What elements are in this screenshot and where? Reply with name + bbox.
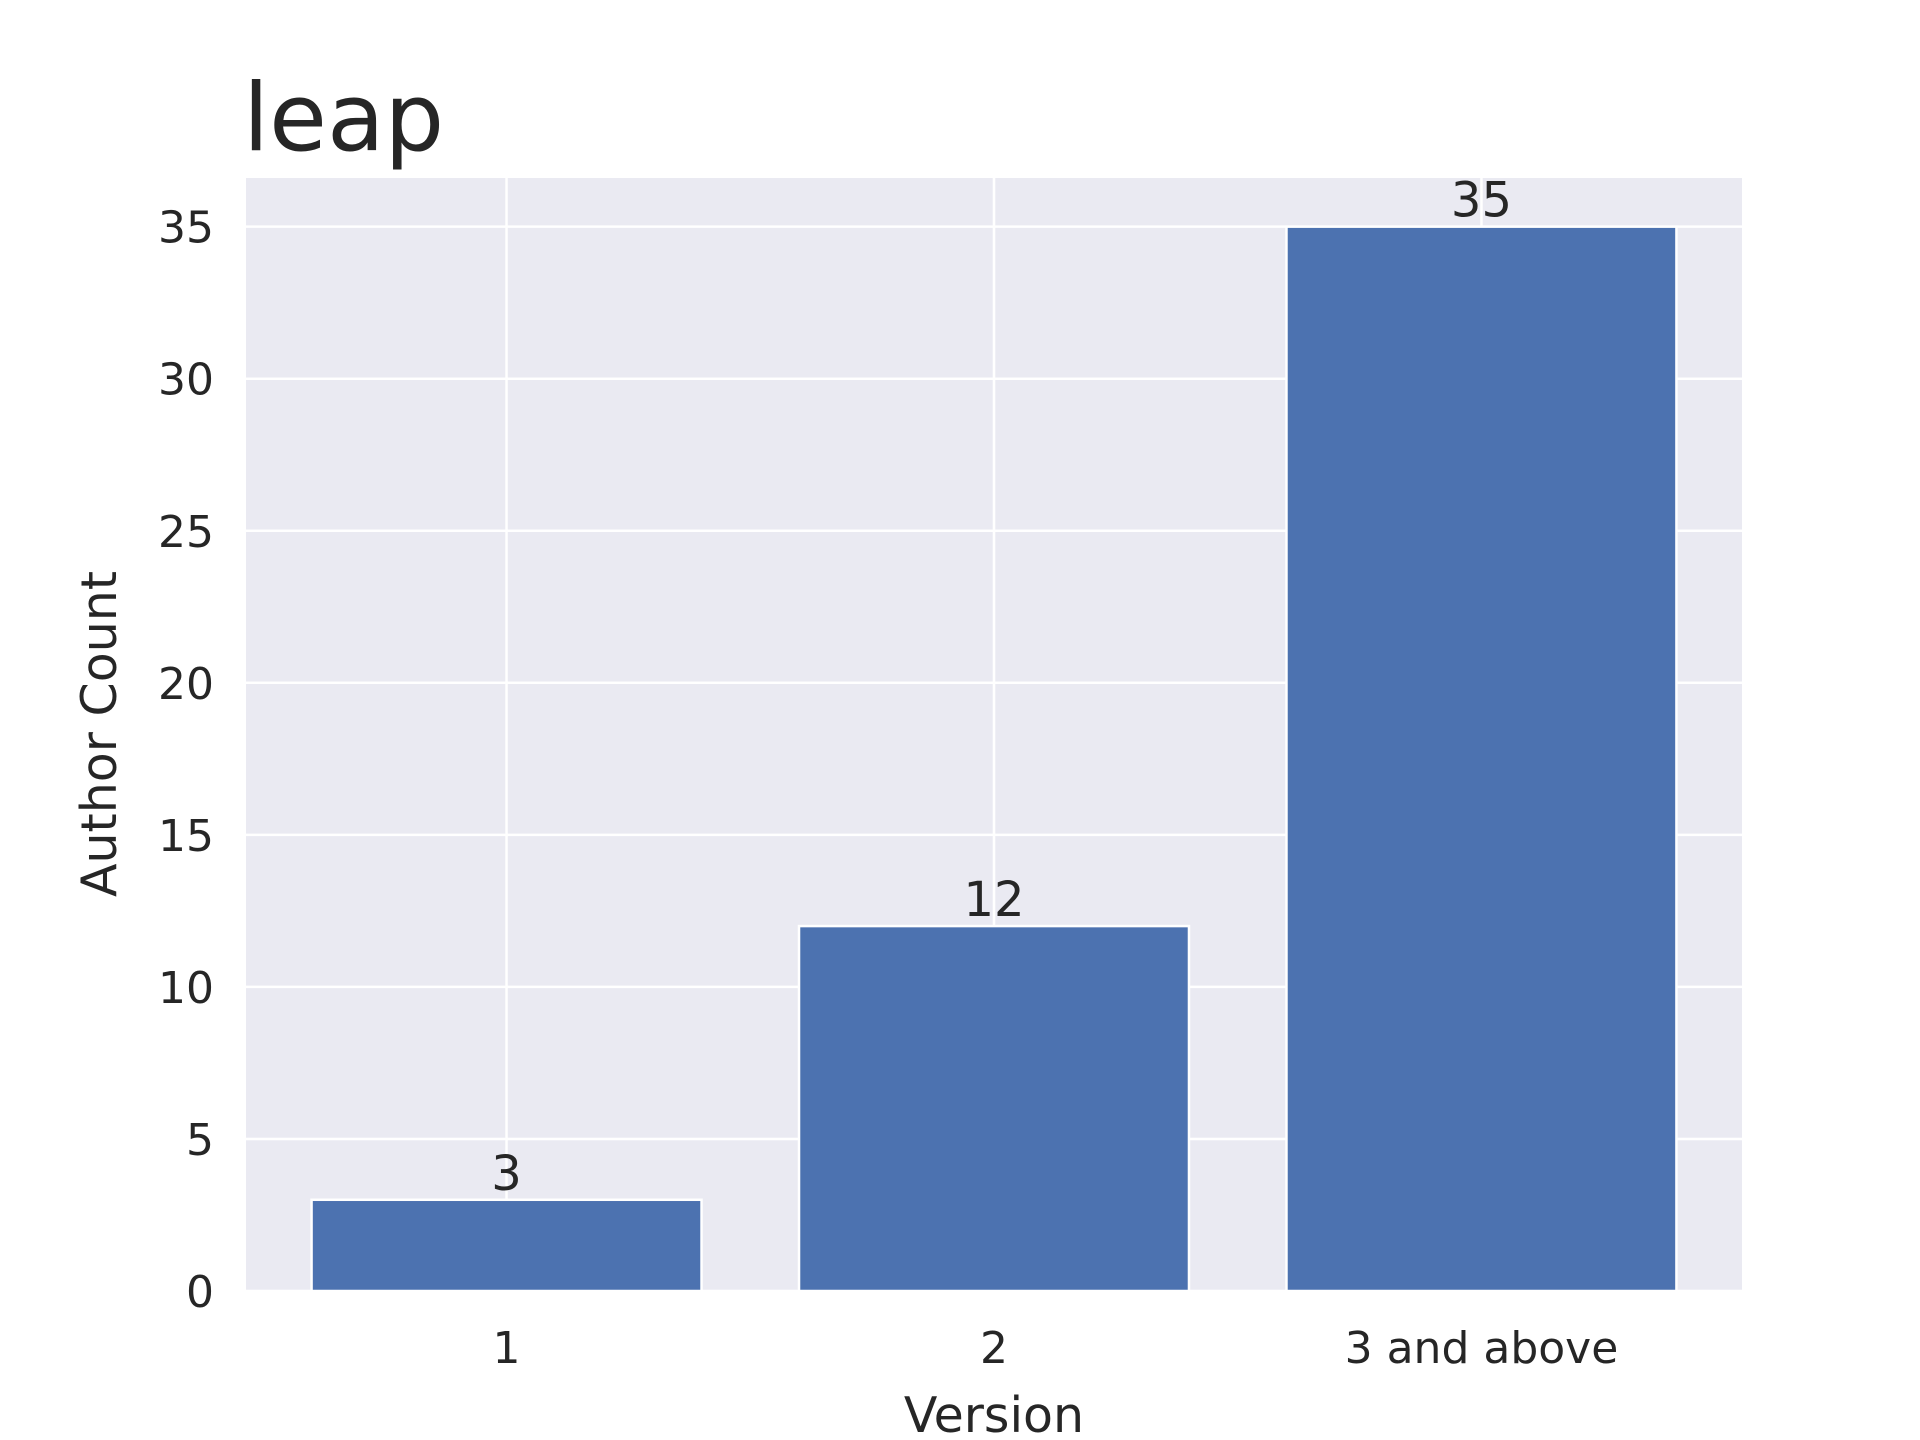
x-tick-label: 1 xyxy=(493,1323,521,1374)
y-tick-label: 25 xyxy=(158,507,214,558)
bar-value-label: 3 xyxy=(491,1146,522,1202)
y-tick-label: 0 xyxy=(186,1267,214,1318)
y-tick-label: 15 xyxy=(158,811,214,862)
bar xyxy=(1285,225,1678,1293)
y-tick-labels: 0 5 10 15 20 25 30 35 xyxy=(158,203,214,1318)
x-tick-label: 3 and above xyxy=(1345,1323,1619,1374)
bar xyxy=(310,1198,703,1293)
x-axis-label: Version xyxy=(904,1387,1084,1440)
y-tick-label: 20 xyxy=(158,659,214,710)
x-tick-labels: 1 2 3 and above xyxy=(493,1323,1619,1374)
x-tick-label: 2 xyxy=(980,1323,1008,1374)
data-labels: 3 12 35 xyxy=(491,173,1512,1202)
bar xyxy=(797,924,1191,1293)
y-tick-label: 30 xyxy=(158,355,214,406)
bars xyxy=(310,225,1678,1293)
y-tick-label: 10 xyxy=(158,963,214,1014)
y-axis-label: Author Count xyxy=(71,571,128,897)
bar-value-label: 35 xyxy=(1451,173,1512,229)
y-tick-label: 35 xyxy=(158,203,214,254)
chart-title: leap xyxy=(243,64,444,173)
bar-value-label: 12 xyxy=(963,872,1024,928)
y-tick-label: 5 xyxy=(186,1115,214,1166)
